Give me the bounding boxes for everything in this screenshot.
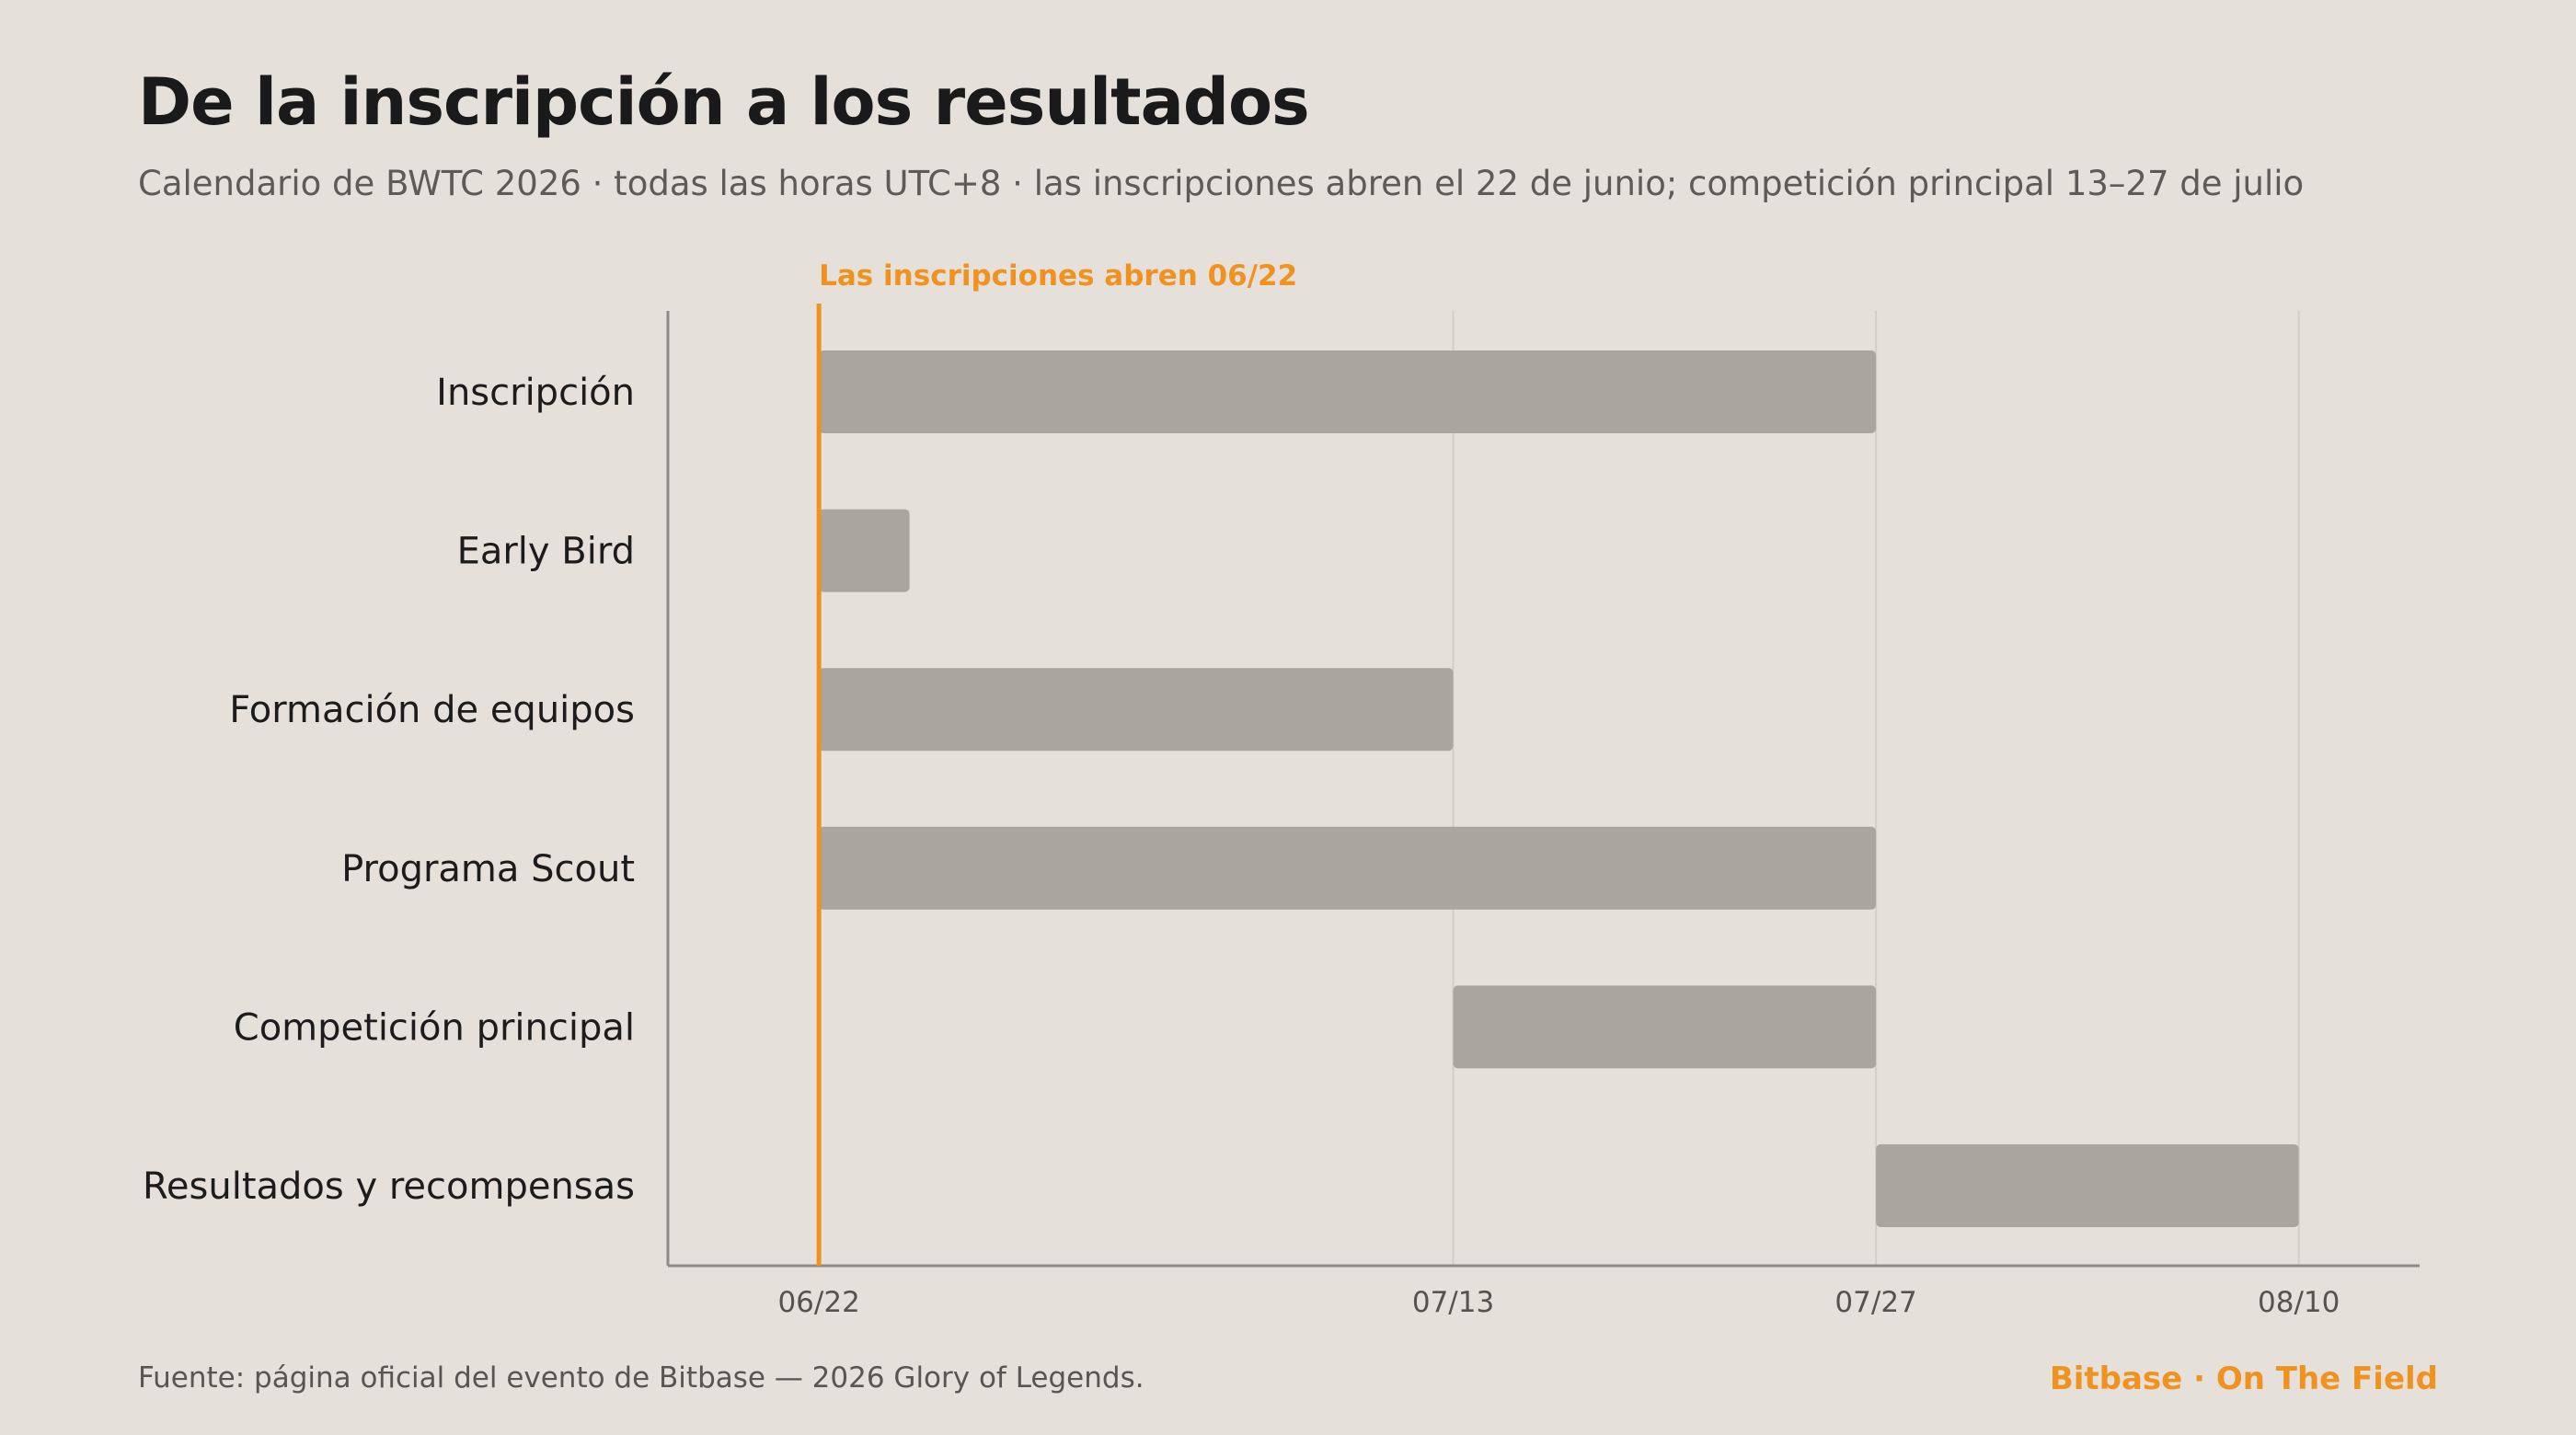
task-bar	[819, 509, 910, 592]
brand-label: Bitbase · On The Field	[2049, 1360, 2438, 1397]
task-labels: Inscripción Early Bird Formación de equipo…	[143, 372, 635, 1208]
task-label: Resultados y recompensas	[143, 1165, 635, 1208]
axes	[666, 311, 2420, 1268]
task-label: Competición principal	[234, 1006, 635, 1049]
task-bar	[819, 350, 1877, 433]
source-note: Fuente: página oficial del evento de Bit…	[138, 1361, 1144, 1395]
grid-lines	[818, 311, 2300, 1266]
registration-marker: Las inscripciones abren 06/22	[816, 259, 1297, 1266]
task-bar	[819, 826, 1877, 910]
x-tick-label: 06/22	[777, 1286, 859, 1319]
task-bar	[1876, 1144, 2299, 1227]
task-label: Formación de equipos	[229, 689, 635, 731]
marker-label: Las inscripciones abren 06/22	[819, 259, 1297, 293]
task-bars	[819, 350, 2299, 1227]
task-label: Inscripción	[436, 372, 635, 414]
task-label: Early Bird	[457, 531, 635, 573]
tick-labels: 06/22 07/13 07/27 08/10	[777, 1286, 2340, 1319]
task-label: Programa Scout	[341, 848, 635, 890]
x-tick-label: 07/13	[1412, 1286, 1494, 1319]
chart-title: De la inscripción a los resultados	[138, 64, 1310, 140]
task-bar	[819, 668, 1454, 752]
x-tick-label: 07/27	[1834, 1286, 1916, 1319]
chart-subtitle: Calendario de BWTC 2026 · todas las hora…	[138, 164, 2305, 203]
task-bar	[1453, 985, 1877, 1069]
x-tick-label: 08/10	[2258, 1286, 2340, 1319]
